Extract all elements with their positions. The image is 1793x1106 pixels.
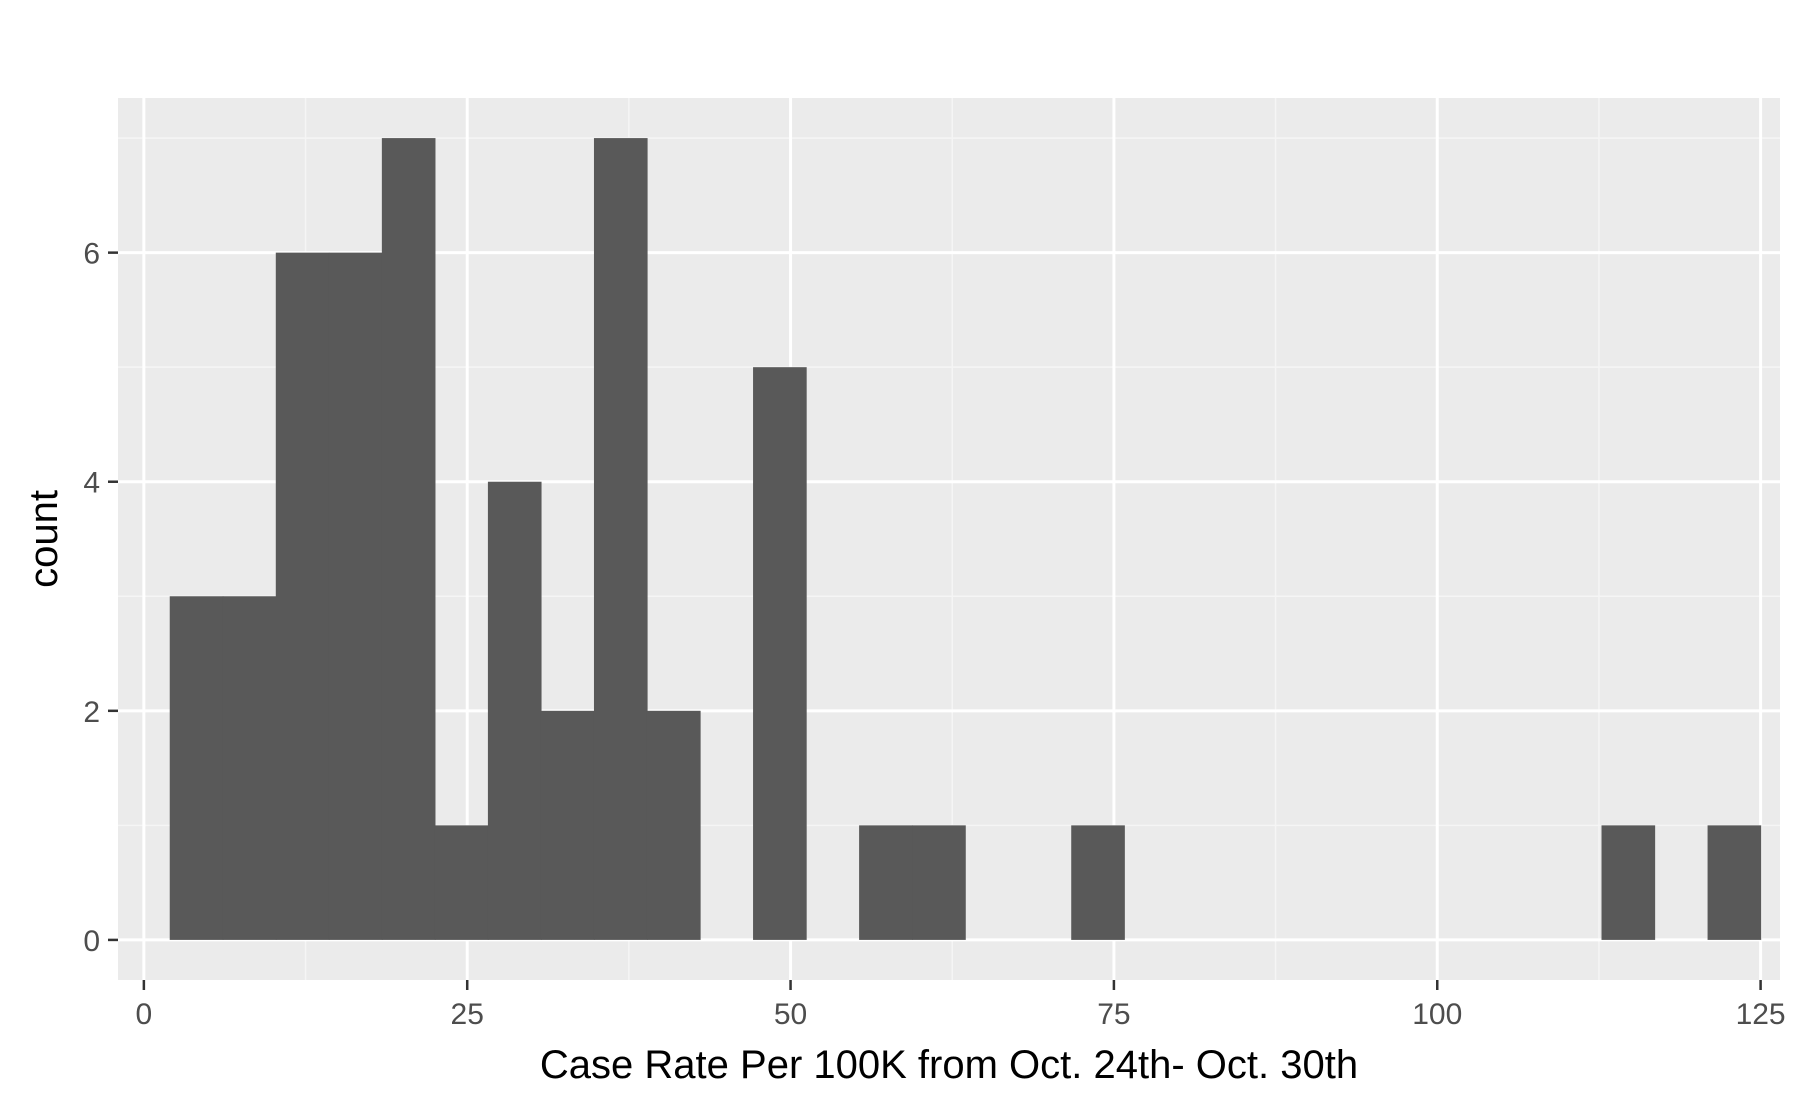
x-tick-label: 125 <box>1736 998 1786 1031</box>
x-tick-label: 75 <box>1097 998 1130 1031</box>
histogram-bars <box>169 138 1762 940</box>
x-tick-label: 50 <box>774 998 807 1031</box>
histogram-bar <box>381 138 436 940</box>
y-tick-label: 4 <box>83 467 100 500</box>
x-tick-label: 100 <box>1412 998 1462 1031</box>
y-axis-title: count <box>22 490 66 588</box>
y-tick-label: 0 <box>83 925 100 958</box>
axis-ticks <box>108 251 1762 990</box>
histogram-bar <box>593 138 648 940</box>
x-tick-label: 0 <box>136 998 153 1031</box>
histogram-bar <box>275 252 330 940</box>
histogram-bar <box>646 710 701 940</box>
x-axis-tick-labels: 0 25 50 75 100 125 <box>136 998 1786 1031</box>
histogram-bar <box>912 825 966 940</box>
x-tick-label: 25 <box>451 998 484 1031</box>
histogram-bar <box>487 481 542 940</box>
y-tick-label: 2 <box>83 696 100 729</box>
histogram-bar <box>328 252 383 940</box>
histogram-bar <box>859 825 913 940</box>
y-tick-label: 6 <box>83 238 100 271</box>
x-axis-title: Case Rate Per 100K from Oct. 24th- Oct. … <box>540 1043 1358 1087</box>
histogram-bar <box>1601 825 1656 940</box>
histogram-bar <box>1707 825 1762 940</box>
histogram-bar <box>222 596 277 940</box>
histogram-bar <box>1071 825 1125 940</box>
y-axis-tick-labels: 0 2 4 6 <box>83 238 100 958</box>
histogram-bar <box>753 367 807 940</box>
histogram-bar <box>434 825 489 940</box>
histogram-bar <box>540 710 595 940</box>
histogram-bar <box>169 596 224 940</box>
